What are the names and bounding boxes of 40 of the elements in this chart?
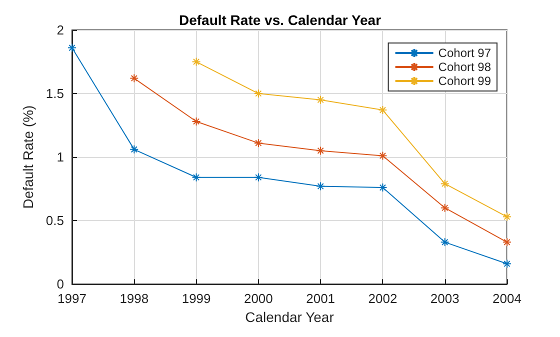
legend-label: Cohort 98 (438, 60, 492, 74)
x-tick-label: 1999 (182, 291, 211, 306)
point (192, 116, 201, 126)
point (440, 179, 450, 188)
point (440, 203, 450, 212)
y-tick-label: 1.5 (46, 86, 64, 102)
y-axis-title: Default Rate (%) (20, 105, 36, 209)
point (254, 172, 263, 182)
point (378, 151, 388, 160)
point (502, 212, 512, 222)
chart-title: Default Rate vs. Calendar Year (178, 12, 382, 28)
point (440, 238, 450, 247)
x-tick-label: 2001 (306, 291, 336, 306)
y-tick-label: 1 (56, 150, 64, 165)
point (130, 74, 139, 83)
x-axis-title: Calendar Year (245, 309, 334, 325)
legend-label: Cohort 99 (438, 74, 492, 88)
x-tick-label: 1997 (58, 291, 86, 306)
y-tick-label: 0 (56, 276, 64, 292)
point (502, 238, 512, 247)
point (316, 146, 326, 156)
point (192, 172, 201, 182)
point (254, 138, 263, 148)
y-tick-label: 2 (56, 22, 64, 38)
point (502, 259, 512, 268)
point (378, 183, 388, 192)
point (378, 106, 388, 115)
point (316, 182, 326, 191)
y-tick-label: 0.5 (46, 213, 64, 228)
point (254, 89, 263, 98)
x-tick-label: 2000 (244, 291, 273, 306)
point (192, 57, 201, 66)
x-tick-label: 2002 (368, 291, 398, 306)
x-tick-label: 2003 (430, 291, 460, 306)
point (68, 43, 76, 52)
point (316, 95, 326, 104)
point (130, 144, 139, 154)
x-tick-label: 2004 (492, 291, 522, 306)
legend-label: Cohort 97 (438, 46, 492, 60)
x-tick-label: 1998 (120, 291, 149, 306)
